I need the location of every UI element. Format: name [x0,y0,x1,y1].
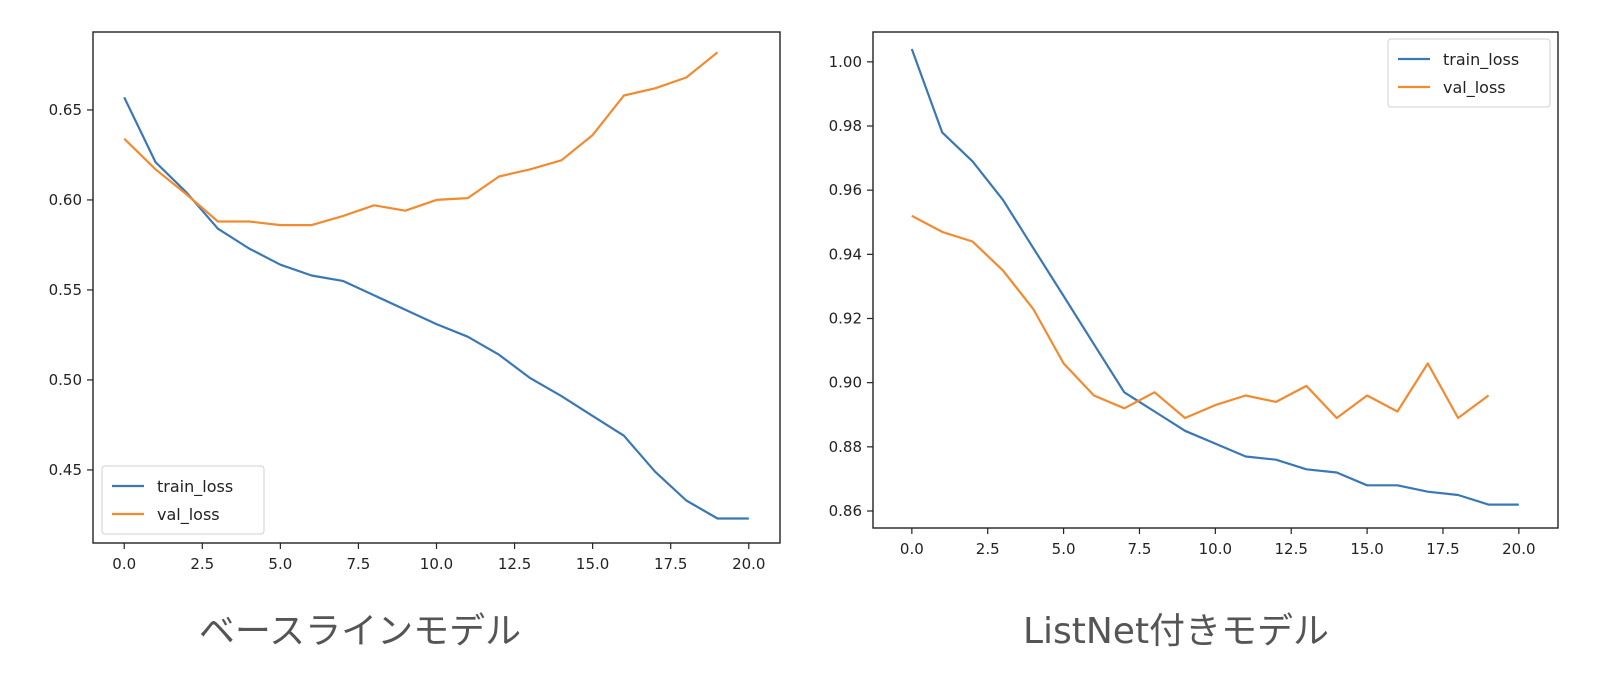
x-tick-label: 20.0 [732,555,765,573]
x-tick-label: 5.0 [1052,540,1076,558]
y-tick-label: 0.86 [829,502,862,520]
x-tick-label: 10.0 [1199,540,1232,558]
y-tick-label: 0.92 [829,309,862,327]
legend-label-train_loss: train_loss [157,477,233,497]
legend-box [101,465,265,535]
y-tick-label: 0.96 [829,181,862,199]
chart-1: 0.0 2.5 5.0 7.5 10.0 12.5 15.0 17.5 20.0 0.86 0.88… [829,31,1559,558]
series-line-val_loss [911,214,1490,420]
legend-label-val_loss: val_loss [1443,78,1506,98]
x-tick-label: 2.5 [190,555,214,573]
y-tick-label: 0.45 [49,461,82,479]
x-tick-label: 15.0 [576,555,609,573]
x-tick-label: 12.5 [1275,540,1308,558]
y-tick-label: 0.65 [49,101,82,119]
legend-label-train_loss: train_loss [1443,50,1519,70]
y-tick-label: 0.94 [829,245,862,263]
y-tick-label: 0.60 [49,191,82,209]
x-tick-label: 10.0 [420,555,453,573]
x-tick-label: 17.5 [1426,540,1459,558]
x-tick-label: 17.5 [654,555,687,573]
caption-listnet-model: ListNet付きモデル [1022,611,1330,652]
legend: train_loss val_loss [101,465,265,535]
legend-label-val_loss: val_loss [157,505,220,525]
y-tick-label: 0.90 [829,374,862,392]
x-tick-label: 15.0 [1350,540,1383,558]
x-tick-label: 20.0 [1502,540,1535,558]
y-tick-label: 0.55 [49,281,82,299]
x-tick-label: 2.5 [976,540,1000,558]
x-tick-label: 5.0 [268,555,292,573]
y-tick-label: 0.88 [829,438,862,456]
y-tick-label: 1.00 [829,53,862,71]
x-tick-label: 0.0 [900,540,924,558]
y-tick-label: 0.98 [829,117,862,135]
legend: train_loss val_loss [1387,38,1551,108]
x-tick-label: 0.0 [112,555,136,573]
y-tick-label: 0.50 [49,371,82,389]
legend-box [1387,38,1551,108]
x-tick-label: 7.5 [1128,540,1152,558]
series-line-train_loss [910,48,1519,506]
chart-0: 0.0 2.5 5.0 7.5 10.0 12.5 15.0 17.5 20.0 0.45 0.50… [49,31,781,573]
x-tick-label: 7.5 [347,555,371,573]
caption-baseline-model: ベースラインモデル [198,611,522,652]
series-line-train_loss [123,96,749,520]
series-line-val_loss [123,51,719,227]
x-tick-label: 12.5 [498,555,531,573]
